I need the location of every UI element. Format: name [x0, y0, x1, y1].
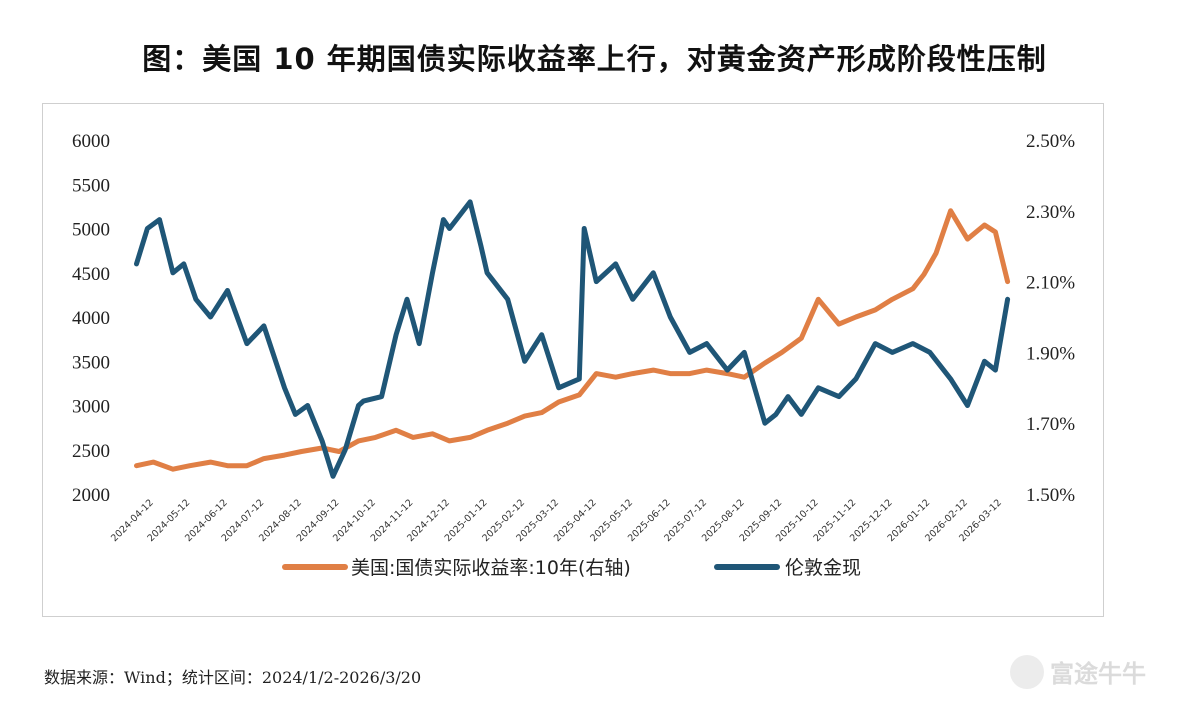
real-yield-series-line — [134, 208, 1011, 472]
left-axis-tick-label: 4500 — [72, 264, 110, 285]
right-axis-tick-label: 2.10% — [1026, 273, 1075, 294]
left-axis-tick-label: 2500 — [72, 441, 110, 462]
left-axis-tick-label: 3500 — [72, 352, 110, 373]
watermark-logo-icon — [1010, 654, 1044, 689]
left-axis-tick-label: 5500 — [72, 175, 110, 196]
right-axis-tick-label: 1.50% — [1026, 485, 1075, 506]
right-axis-tick-label: 2.50% — [1026, 131, 1075, 152]
legend-label: 伦敦金现 — [785, 557, 861, 579]
legend-item-real-yield: 美国:国债实际收益率:10年(右轴) — [282, 557, 631, 579]
page-title: 图：美国 10 年期国债实际收益率上行，对黄金资产形成阶段性压制 — [142, 42, 1047, 76]
legend-item-gold: 伦敦金现 — [714, 557, 861, 579]
left-axis-tick-label: 4000 — [72, 308, 110, 329]
left-axis-tick-label: 5000 — [72, 220, 110, 241]
watermark-text: 富途牛牛 — [1050, 660, 1146, 688]
source-note: 数据来源：Wind；统计区间：2024/1/2-2026/3/20 — [44, 668, 422, 687]
right-axis-tick-label: 2.30% — [1026, 202, 1075, 223]
right-axis-tick-label: 1.70% — [1026, 414, 1075, 435]
left-axis-tick-label: 3000 — [72, 397, 110, 418]
right-axis-tick-label: 1.90% — [1026, 343, 1075, 364]
watermark: 富途牛牛 — [1010, 654, 1146, 689]
gold-price-series-line — [134, 199, 1011, 479]
left-axis-tick-label: 2000 — [72, 485, 110, 506]
legend-label: 美国:国债实际收益率:10年(右轴) — [351, 557, 631, 579]
chart-frame — [42, 103, 1104, 617]
left-axis-tick-label: 6000 — [72, 131, 110, 152]
